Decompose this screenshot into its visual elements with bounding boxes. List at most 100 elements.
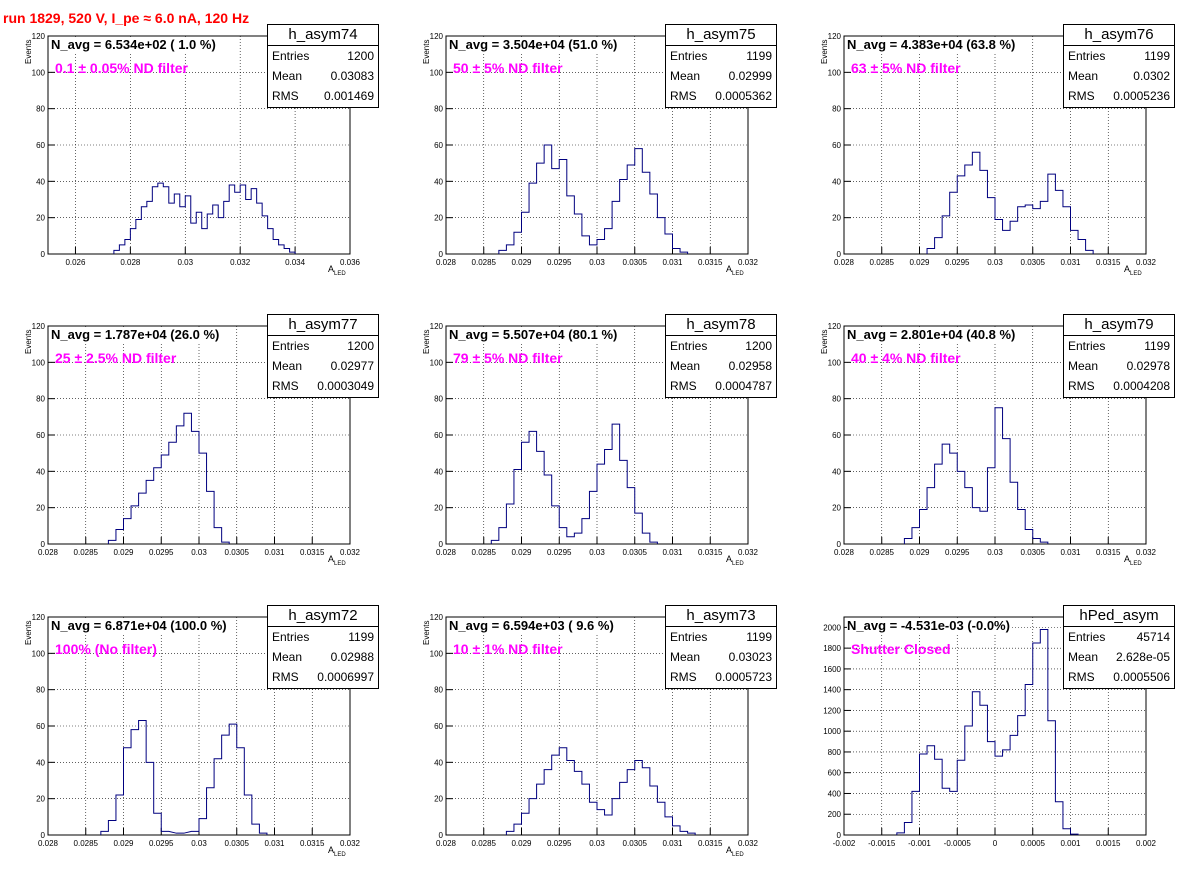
- stats-box: h_asym79 Entries 1199 Mean 0.02978 RMS 0.00042…: [1063, 314, 1175, 398]
- y-tick-label: 120: [430, 322, 444, 331]
- filter-label: 40 ± 4% ND filter: [851, 350, 961, 366]
- x-tick-label: 0.0305: [1021, 258, 1046, 267]
- stats-box: h_asym73 Entries 1199 Mean 0.03023 RMS 0.00057…: [665, 605, 777, 689]
- histogram-line: [896, 628, 1079, 835]
- stats-row-mean: Mean 0.02958: [666, 356, 776, 376]
- y-tick-label: 800: [828, 748, 842, 757]
- y-tick-label: 0: [837, 540, 842, 549]
- x-tick-label: 0.028: [834, 258, 855, 267]
- stats-row-entries: Entries 1199: [666, 46, 776, 66]
- stats-key: Mean: [1068, 650, 1099, 664]
- stats-row-rms: RMS 0.0004787: [666, 376, 776, 396]
- y-tick-label: 60: [832, 431, 841, 440]
- stats-key: Mean: [1068, 359, 1099, 373]
- stats-key: Mean: [670, 650, 701, 664]
- stats-value: 0.0302: [1133, 69, 1170, 83]
- x-tick-label: 0.0305: [225, 548, 250, 557]
- stats-value: 1199: [746, 630, 772, 644]
- histogram-panel-h_asym77: 0.028 0.0285 0.029 0.0295 0.03 0.0305 0.031 0.0…: [0, 290, 398, 580]
- x-tick-label: -0.002: [833, 839, 856, 848]
- x-tick-label: 0.028: [38, 839, 59, 848]
- stats-row-rms: RMS 0.0006997: [268, 667, 378, 687]
- y-tick-label: 0: [41, 831, 46, 840]
- n-avg-label: N_avg = 6.594e+03 ( 9.6 %): [449, 618, 614, 633]
- histogram-panel-h_asym75: 0.028 0.0285 0.029 0.0295 0.03 0.0305 0.031 0.0…: [398, 0, 796, 290]
- histogram-panel-h_asym79: 0.028 0.0285 0.029 0.0295 0.03 0.0305 0.031 0.0…: [796, 290, 1194, 580]
- stats-key: Mean: [272, 650, 303, 664]
- y-tick-label: 80: [434, 686, 443, 695]
- x-tick-label: 0.0285: [472, 548, 497, 557]
- x-tick-label: 0.03: [191, 839, 207, 848]
- stats-key: RMS: [1068, 670, 1095, 684]
- y-tick-label: 100: [828, 358, 842, 367]
- x-axis-label: ALED: [328, 264, 346, 277]
- x-tick-label: 0.0295: [945, 548, 970, 557]
- histogram-panel-h_asym72: 0.028 0.0285 0.029 0.0295 0.03 0.0305 0.031 0.0…: [0, 581, 398, 871]
- x-tick-label: 0.0285: [472, 839, 497, 848]
- x-tick-label: 0.0015: [1096, 839, 1121, 848]
- histogram-line: [505, 747, 696, 835]
- x-tick-label: 0.028: [38, 548, 59, 557]
- y-tick-label: 100: [32, 649, 46, 658]
- histogram-plot: 0.028 0.0285 0.029 0.0295 0.03 0.0305 0.031 0.0…: [430, 322, 759, 557]
- stats-box: h_asym72 Entries 1199 Mean 0.02988 RMS 0.00069…: [267, 605, 379, 689]
- stats-value: 0.03083: [330, 69, 374, 83]
- y-tick-label: 60: [36, 141, 45, 150]
- y-tick-label: 20: [36, 214, 45, 223]
- y-tick-label: 40: [832, 177, 841, 186]
- y-tick-label: 80: [434, 105, 443, 114]
- n-avg-label: N_avg = 3.504e+04 (51.0 %): [449, 37, 618, 52]
- stats-key: RMS: [272, 379, 299, 393]
- histogram-panel-h_asym78: 0.028 0.0285 0.029 0.0295 0.03 0.0305 0.031 0.0…: [398, 290, 796, 580]
- x-tick-label: 0: [993, 839, 998, 848]
- filter-label: 100% (No filter): [55, 641, 157, 657]
- stats-key: RMS: [670, 670, 697, 684]
- y-tick-label: 400: [828, 789, 842, 798]
- x-tick-label: 0.0315: [300, 839, 325, 848]
- x-tick-label: 0.0285: [74, 548, 99, 557]
- stats-value: 0.001469: [323, 89, 374, 103]
- y-axis-label: Events: [24, 329, 33, 354]
- x-tick-label: 0.031: [662, 839, 683, 848]
- y-tick-label: 120: [430, 613, 444, 622]
- n-avg-label: N_avg = 2.801e+04 (40.8 %): [847, 327, 1016, 342]
- y-tick-label: 120: [32, 322, 46, 331]
- stats-value: 0.0005506: [1113, 670, 1170, 684]
- stats-box-title: hPed_asym: [1064, 606, 1174, 627]
- x-tick-label: 0.029: [511, 839, 532, 848]
- y-tick-label: 40: [36, 758, 45, 767]
- y-tick-label: 60: [434, 722, 443, 731]
- x-axis-label: ALED: [726, 845, 744, 858]
- y-tick-label: 100: [32, 68, 46, 77]
- run-title: run 1829, 520 V, I_pe ≈ 6.0 nA, 120 Hz: [3, 10, 250, 26]
- stats-value: 0.0005236: [1113, 89, 1170, 103]
- y-tick-label: 120: [32, 32, 46, 41]
- x-tick-label: 0.0005: [1021, 839, 1046, 848]
- x-tick-label: -0.0005: [944, 839, 972, 848]
- stats-key: Mean: [272, 69, 303, 83]
- y-tick-label: 1600: [823, 665, 841, 674]
- y-tick-label: 100: [828, 68, 842, 77]
- histogram-line: [490, 423, 658, 544]
- stats-box: h_asym76 Entries 1199 Mean 0.0302 RMS 0.000523…: [1063, 24, 1175, 108]
- stats-box-title: h_asym74: [268, 25, 378, 46]
- x-tick-label: 0.0305: [1021, 548, 1046, 557]
- x-tick-label: 0.031: [662, 258, 683, 267]
- stats-row-rms: RMS 0.0005723: [666, 667, 776, 687]
- stats-row-entries: Entries 1200: [268, 336, 378, 356]
- y-tick-label: 0: [439, 540, 444, 549]
- stats-key: RMS: [670, 379, 697, 393]
- y-tick-label: 20: [36, 795, 45, 804]
- x-axis-label: ALED: [1124, 554, 1142, 567]
- stats-row-mean: Mean 2.628e-05: [1064, 647, 1174, 667]
- x-axis-label: ALED: [328, 554, 346, 567]
- stats-key: RMS: [1068, 379, 1095, 393]
- stats-value: 2.628e-05: [1115, 650, 1170, 664]
- x-tick-label: 0.029: [113, 839, 134, 848]
- y-tick-label: 80: [36, 105, 45, 114]
- x-tick-label: 0.03: [191, 548, 207, 557]
- x-tick-label: 0.032: [738, 258, 759, 267]
- stats-key: Mean: [272, 359, 303, 373]
- y-tick-label: 40: [434, 467, 443, 476]
- x-tick-label: 0.03: [589, 548, 605, 557]
